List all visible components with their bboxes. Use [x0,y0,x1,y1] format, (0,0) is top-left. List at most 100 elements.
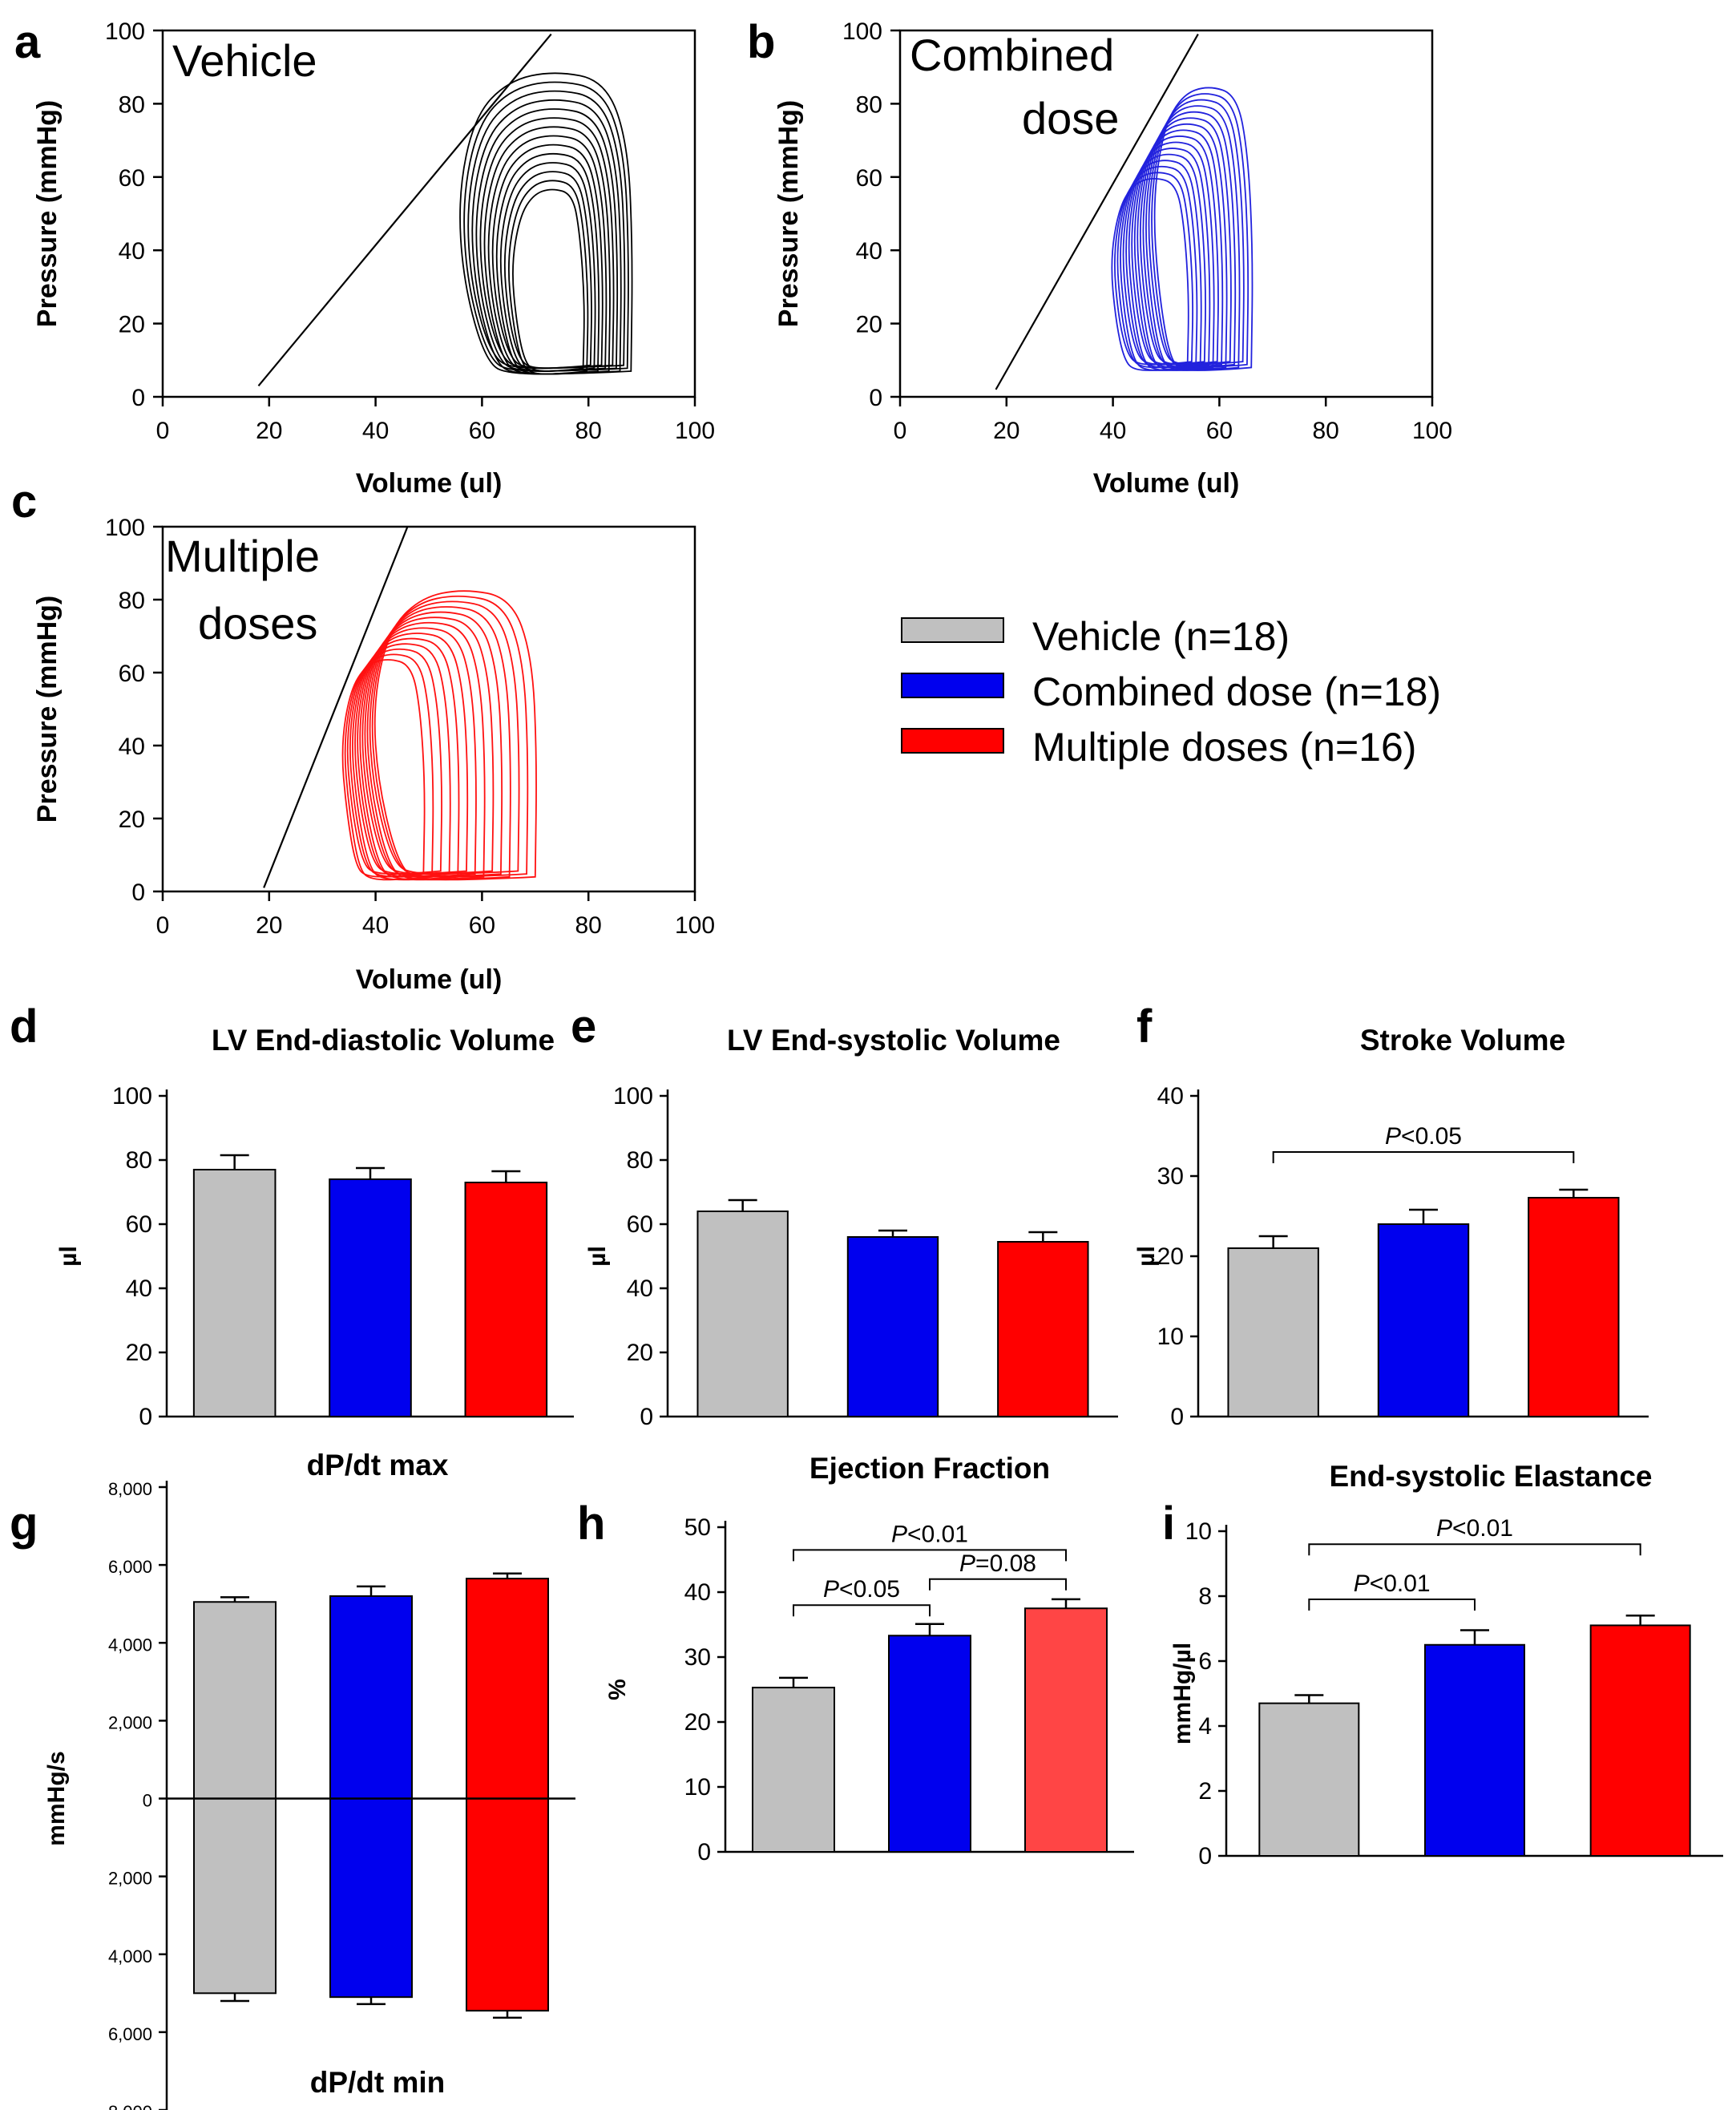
inset-label: Combined [910,30,1114,80]
significance-bracket [1308,1599,1476,1611]
x-tick-label: 20 [256,912,282,939]
y-tick-label: 80 [126,1147,152,1174]
y-tick-label: 100 [842,18,882,45]
x-tick-label: 80 [1313,418,1339,444]
y-tick-label: 80 [856,91,882,118]
chart-title: dP/dt max [307,1449,449,1481]
bar-negative [193,1797,277,1995]
p-value: <0.01 [1370,1570,1431,1597]
chart-title: LV End-diastolic Volume [212,1024,555,1057]
x-tick-label: 0 [156,418,170,444]
y-tick-label: 40 [684,1579,711,1606]
y-tick-label: 0 [143,1791,152,1811]
p-symbol: P [823,1576,839,1603]
y-tick-label: 0 [131,879,145,906]
x-tick-label: 0 [894,418,907,444]
p-symbol: P [1354,1570,1370,1597]
x-axis-label: Volume (ul) [1093,468,1240,499]
p-value: <0.05 [1401,1123,1462,1150]
p-symbol: P [1436,1515,1452,1542]
plot-frame [161,525,696,893]
bar-positive [329,1595,413,1800]
bar-positive [193,1601,277,1800]
pv-loop [483,126,611,375]
pv-loop [495,152,600,375]
chart-title: End-systolic Elastance [1329,1460,1652,1493]
y-tick-label: 20 [1157,1243,1184,1270]
y-axis-label: µl [1133,1246,1160,1267]
y-tick-label: 30 [684,1644,711,1671]
bar-negative [329,1797,413,1999]
y-tick-label: 100 [613,1083,653,1110]
p-value-label: P<0.01 [1436,1515,1513,1542]
panel-letter: i [1162,1498,1175,1550]
chart-title: Ejection Fraction [809,1452,1050,1485]
y-tick-label: 20 [856,312,882,338]
p-value: =0.08 [975,1550,1036,1577]
legend-swatch [901,617,1004,643]
pv-loop [369,600,520,875]
p-value-label: P<0.01 [1354,1570,1431,1597]
y-axis-label: µl [584,1246,611,1267]
pv-loop [512,188,585,372]
p-value-label: P<0.05 [823,1576,900,1603]
bar-positive [466,1578,549,1800]
p-value-label: P=0.08 [959,1550,1036,1577]
significance-bracket [793,1549,1067,1562]
bar [997,1241,1089,1417]
y-tick-label: 8 [1198,1583,1212,1610]
legend: Vehicle (n=18) Combined dose (n=18) Multip… [901,614,1441,770]
panel-letter: e [571,1000,596,1053]
bar [329,1178,412,1417]
y-tick-label: 40 [627,1275,653,1302]
bar [888,1635,971,1853]
y-tick-label: 0 [131,385,145,411]
significance-bracket [793,1604,931,1617]
p-value-label: P<0.05 [1385,1123,1462,1150]
y-tick-label: 0 [697,1839,711,1865]
x-tick-label: 60 [1206,418,1233,444]
inset-label: Vehicle [172,35,317,86]
espvr-line [263,526,409,888]
y-tick-label: 2 [1198,1778,1212,1805]
bar [1589,1624,1691,1857]
bar-negative [466,1797,549,2012]
y-tick-label: 6,000 [108,2024,152,2044]
y-tick-label: 20 [126,1340,152,1366]
y-tick-label: 2,000 [108,1712,152,1732]
y-tick-label: 8,000 [108,1479,152,1499]
x-tick-label: 80 [575,418,602,444]
inset-label: dose [1022,93,1119,143]
espvr-line [995,34,1199,390]
y-tick-label: 80 [119,588,145,614]
bar [464,1182,548,1417]
p-value-label: P<0.01 [891,1521,968,1547]
y-tick-label: 4 [1198,1713,1212,1740]
y-tick-label: 8,000 [108,2102,152,2110]
panel-a: a 0 20 40 60 80 100 0 20 40 60 80 100 Volume (ul) Pres… [14,16,715,499]
x-tick-label: 60 [469,912,495,939]
x-axis-label: Volume (ul) [356,468,503,499]
bar [1424,1643,1525,1857]
x-tick-label: 0 [156,912,170,939]
bar [1024,1607,1108,1853]
significance-bracket [929,1578,1067,1591]
bottom-series-label: dP/dt min [310,2066,446,2099]
plot-frame [898,29,1434,398]
pv-loop [346,648,442,875]
p-value: <0.05 [839,1576,900,1603]
y-tick-label: 2,000 [108,1869,152,1889]
y-tick-label: 20 [119,312,145,338]
y-tick-label: 6 [1198,1648,1212,1675]
p-symbol: P [959,1550,975,1577]
pv-loop [479,117,615,370]
p-symbol: P [891,1521,907,1547]
x-tick-label: 80 [575,912,602,939]
legend-swatch [901,673,1004,698]
y-tick-label: 40 [119,734,145,760]
y-tick-label: 100 [112,1083,152,1110]
bar [846,1236,939,1417]
y-tick-label: 100 [105,515,145,541]
p-value: <0.01 [907,1521,968,1547]
x-tick-label: 100 [675,912,715,939]
